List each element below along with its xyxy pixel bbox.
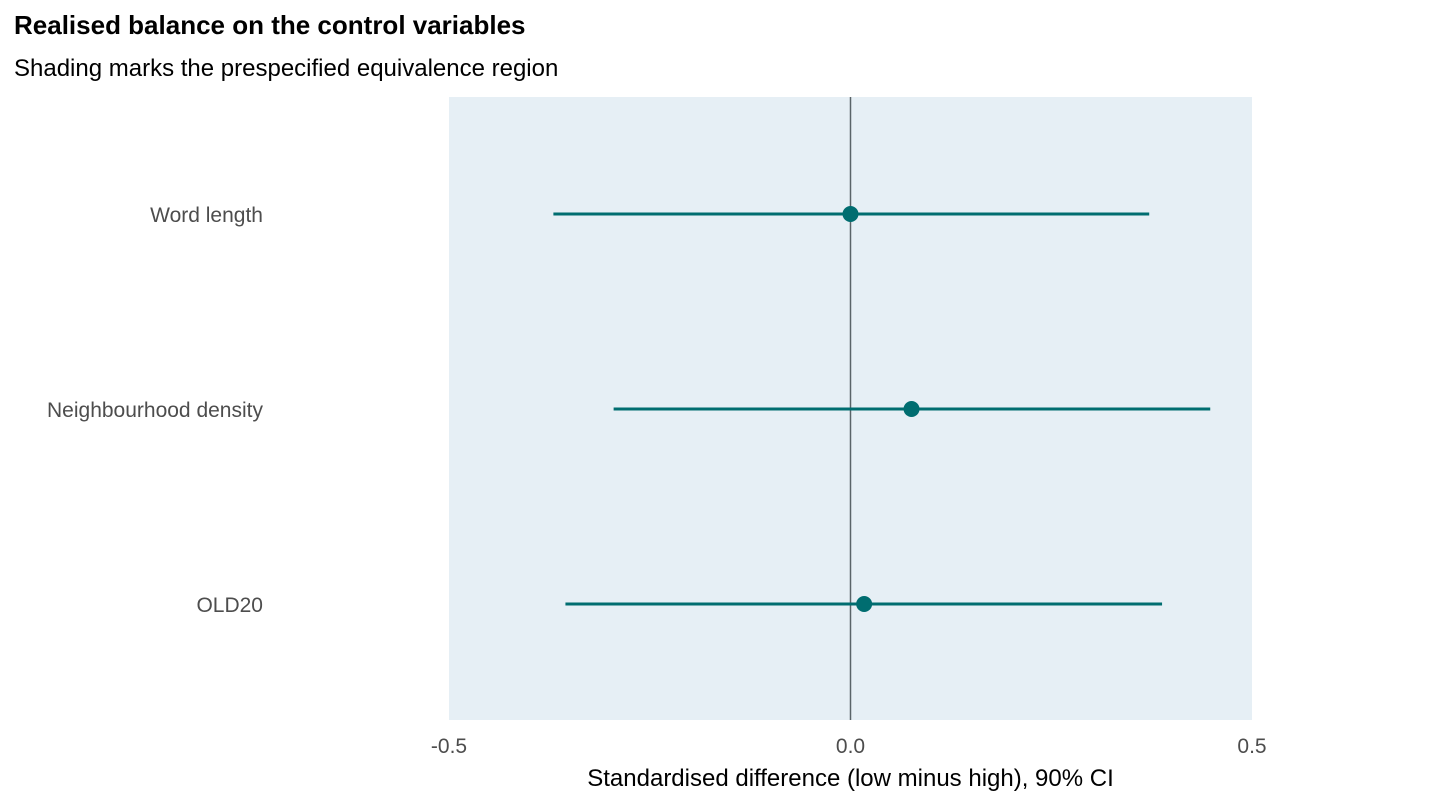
point-estimate bbox=[856, 596, 873, 612]
chart-title: Realised balance on the control variable… bbox=[14, 10, 526, 40]
chart-subtitle: Shading marks the prespecified equivalen… bbox=[14, 55, 559, 82]
x-tick-label: 0.0 bbox=[836, 735, 865, 758]
x-axis-ticks: -0.5 0.0 0.5 bbox=[431, 735, 1267, 758]
category-label: Neighbourhood density bbox=[47, 399, 263, 422]
x-axis-title: Standardised difference (low minus high)… bbox=[587, 765, 1114, 792]
estimate-rows: Word length Neighbourhood density OLD20 bbox=[47, 204, 1211, 617]
category-label: OLD20 bbox=[196, 594, 263, 617]
x-tick-label: -0.5 bbox=[431, 735, 467, 758]
category-label: Word length bbox=[150, 204, 263, 227]
x-tick-label: 0.5 bbox=[1237, 735, 1266, 758]
point-estimate bbox=[842, 206, 859, 222]
point-estimate bbox=[903, 401, 920, 417]
